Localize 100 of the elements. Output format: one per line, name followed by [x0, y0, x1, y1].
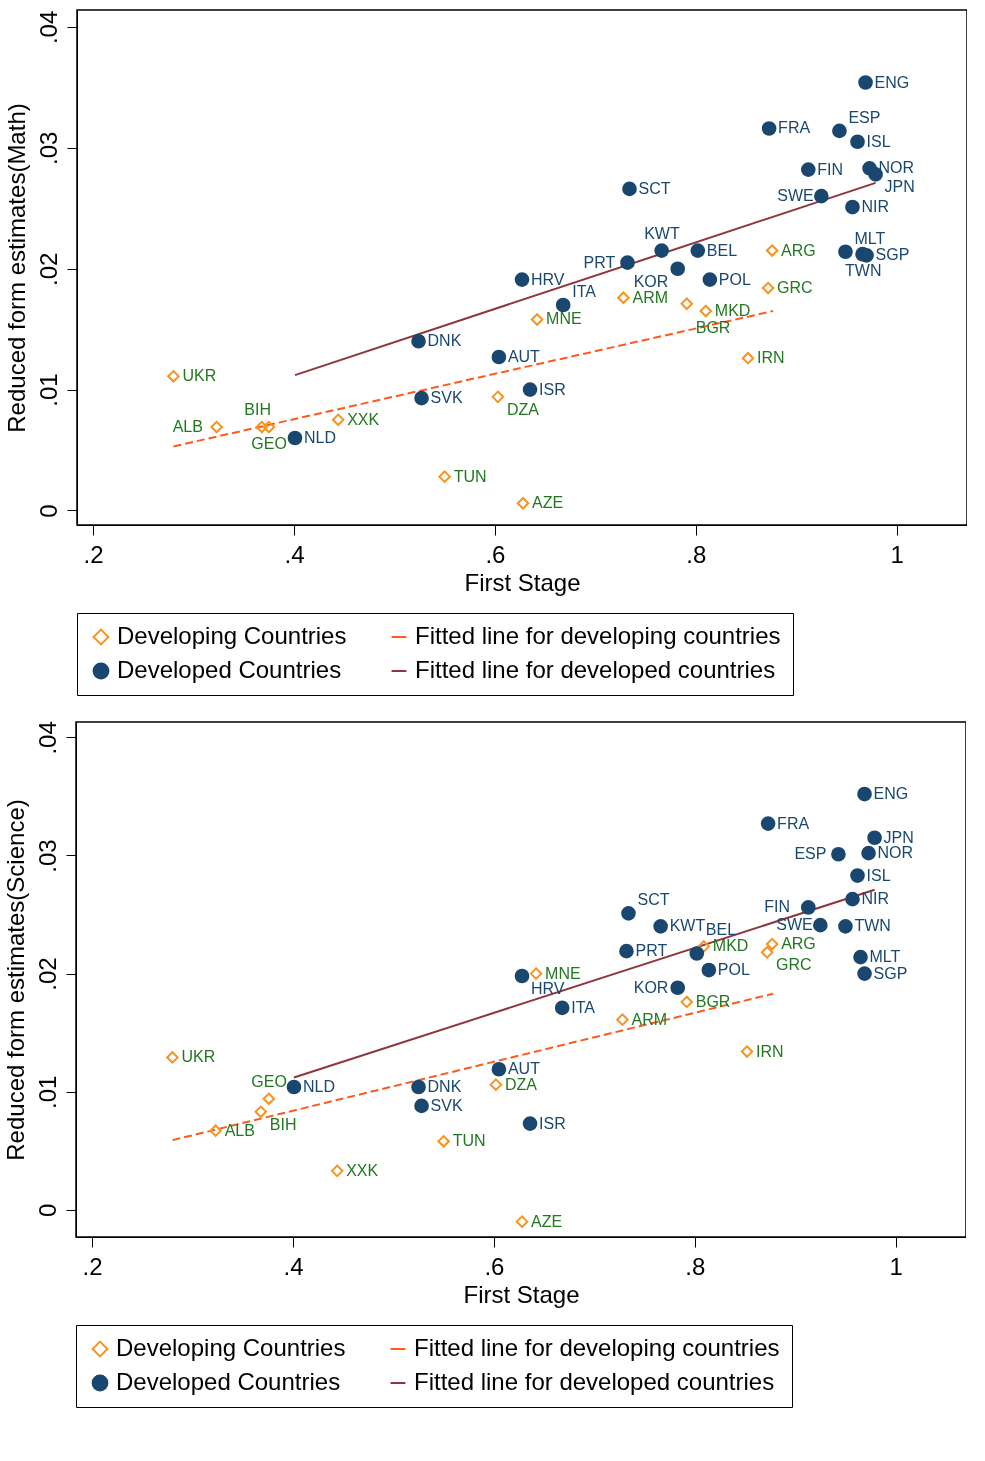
y-tick-label: .02 [34, 252, 62, 286]
point [800, 162, 816, 177]
point [765, 244, 779, 257]
data-label: BEL [706, 241, 738, 259]
legend-label: Developing Countries [116, 1334, 346, 1361]
point [210, 420, 223, 434]
point [680, 297, 693, 311]
data-label: KWT [669, 917, 706, 935]
point [514, 272, 530, 287]
point [331, 413, 345, 427]
data-label: SVK [430, 1096, 463, 1114]
point [516, 497, 530, 510]
point [489, 1078, 503, 1091]
point [620, 255, 635, 270]
data-label: ENG [874, 73, 910, 91]
data-label: GEO [251, 1072, 287, 1090]
y-tick-label: .02 [33, 957, 61, 991]
data-label: BGR [695, 318, 731, 336]
data-label: PRT [583, 253, 616, 271]
point [554, 1000, 570, 1016]
data-label: FIN [817, 160, 844, 178]
point [491, 390, 505, 404]
point [522, 1116, 538, 1131]
point [530, 313, 544, 326]
data-label: KOR [633, 978, 669, 996]
data-label: AZE [531, 1212, 563, 1230]
point [699, 304, 713, 318]
x-axis-title: First Stage [464, 568, 581, 596]
point [831, 846, 846, 862]
data-label: UKR [181, 1048, 216, 1066]
point [491, 1061, 507, 1077]
data-label: GEO [251, 435, 287, 453]
point [414, 1098, 429, 1114]
point [209, 1124, 222, 1137]
data-label: FRA [778, 119, 811, 137]
data-label: KWT [644, 224, 680, 242]
x-tick-label: .6 [484, 1252, 505, 1280]
data-label: ESP [794, 845, 827, 863]
point [740, 1045, 754, 1058]
data-label: JPN [884, 178, 915, 196]
point [857, 786, 872, 802]
x-tick-label: .6 [485, 540, 506, 568]
point [858, 75, 873, 90]
x-tick-label: 1 [889, 1252, 903, 1280]
data-label: ITA [571, 998, 596, 1016]
data-label: HRV [531, 979, 565, 997]
data-label: TWN [854, 917, 891, 935]
data-label: ARG [781, 241, 816, 259]
point [330, 1164, 344, 1178]
point [861, 845, 876, 861]
data-label: SVK [430, 389, 463, 407]
legend-label: Developed Countries [116, 1368, 341, 1395]
x-tick-label: .8 [685, 1252, 706, 1280]
point [761, 121, 777, 136]
point [254, 1105, 268, 1119]
data-label: IRN [757, 349, 785, 367]
data-label: SCT [638, 179, 671, 197]
point [654, 243, 669, 258]
x-tick-label: 1 [890, 540, 904, 568]
point [845, 891, 860, 907]
data-label: IRN [756, 1042, 784, 1060]
data-label: DZA [506, 400, 540, 418]
point [262, 1092, 276, 1106]
point [438, 470, 451, 483]
data-label: NIR [861, 890, 890, 908]
data-label: ITA [572, 282, 597, 300]
point [411, 333, 426, 349]
data-label: NOR [878, 159, 915, 177]
point [515, 1215, 529, 1228]
point [167, 370, 180, 383]
point [867, 830, 882, 846]
data-label: POL [717, 961, 750, 979]
point [845, 199, 860, 215]
point [765, 937, 779, 951]
data-label: AUT [507, 347, 541, 365]
data-label: BIH [269, 1115, 297, 1133]
data-label: TWN [845, 262, 882, 280]
point [689, 946, 705, 961]
data-label: DNK [427, 332, 462, 350]
legend-label: Fitted line for developing countries [415, 622, 781, 649]
data-label: UKR [182, 367, 217, 385]
point [287, 430, 303, 446]
point [437, 1135, 450, 1148]
y-tick-label: .03 [33, 839, 61, 873]
data-label: SWE [776, 916, 813, 934]
point [850, 134, 865, 150]
data-label: ALB [172, 418, 203, 436]
point [760, 946, 774, 959]
x-tick-label: .4 [284, 540, 305, 568]
data-label: MKD [714, 302, 751, 320]
x-tick-label: .2 [83, 540, 104, 568]
point [857, 966, 872, 981]
point [761, 281, 775, 295]
data-label: ARM [631, 1010, 668, 1028]
x-tick-label: .2 [82, 1252, 103, 1280]
point [853, 949, 868, 965]
point [670, 261, 686, 277]
x-tick-label: .4 [283, 1252, 304, 1280]
point [262, 420, 276, 434]
point [286, 1079, 302, 1095]
